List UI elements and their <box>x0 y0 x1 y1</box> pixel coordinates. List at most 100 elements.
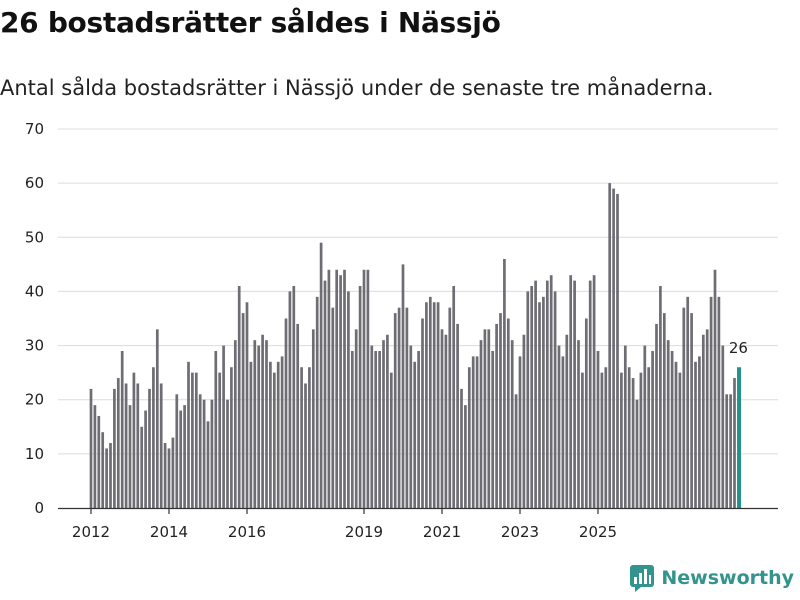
bar <box>327 269 331 508</box>
bar <box>140 426 144 508</box>
bar <box>600 372 604 508</box>
bar <box>350 350 354 508</box>
bar <box>233 340 237 508</box>
bar <box>686 296 690 508</box>
bar <box>374 350 378 508</box>
bar <box>635 399 639 508</box>
bar <box>670 350 674 508</box>
bar <box>253 340 257 508</box>
bar <box>456 323 459 508</box>
bar <box>191 372 194 508</box>
bar <box>655 323 658 508</box>
bar <box>257 345 261 508</box>
bar <box>261 334 264 508</box>
bar <box>272 372 276 508</box>
bar <box>417 350 420 508</box>
bar <box>308 367 311 508</box>
bar <box>616 193 619 508</box>
bar <box>378 350 381 508</box>
bar <box>136 383 140 508</box>
bar <box>436 302 440 508</box>
bar <box>506 318 510 508</box>
bar <box>483 329 487 508</box>
y-tick-label: 0 <box>34 499 44 517</box>
bar <box>499 313 502 508</box>
bar <box>561 356 565 508</box>
bar <box>276 361 280 508</box>
bar <box>214 350 218 508</box>
bar <box>545 280 549 508</box>
bar <box>269 361 272 508</box>
chart-title: 26 bostadsrätter såldes i Nässjö <box>0 6 501 39</box>
bar <box>682 307 686 508</box>
bar <box>315 296 319 508</box>
bar <box>354 329 358 508</box>
bar <box>319 242 323 508</box>
bar <box>132 372 136 508</box>
bar <box>202 399 206 508</box>
bar <box>366 269 370 508</box>
bar <box>218 372 222 508</box>
bar <box>608 183 612 508</box>
bar <box>304 383 307 508</box>
bar <box>284 318 288 508</box>
bar <box>128 405 132 508</box>
bar <box>581 372 584 508</box>
bar <box>198 394 202 508</box>
bar <box>187 361 190 508</box>
bar <box>175 394 179 508</box>
bar <box>444 334 448 508</box>
bar <box>666 340 670 508</box>
bar <box>249 361 253 508</box>
bar <box>159 383 163 508</box>
bar <box>413 361 417 508</box>
bar <box>194 372 198 508</box>
bar <box>370 345 374 508</box>
bar <box>93 405 97 508</box>
bar <box>300 367 303 508</box>
bar <box>230 367 233 508</box>
bar <box>155 329 159 508</box>
bar <box>206 421 210 508</box>
bar <box>549 275 553 508</box>
bar <box>701 334 705 508</box>
y-tick-label: 60 <box>25 174 44 192</box>
bar <box>526 291 530 508</box>
y-tick-label: 40 <box>25 282 44 300</box>
bar <box>393 313 397 508</box>
brand-name: Newsworthy <box>661 567 794 589</box>
bar <box>109 443 112 508</box>
bar <box>421 318 424 508</box>
bar <box>487 329 491 508</box>
bar <box>538 302 541 508</box>
bar <box>405 307 409 508</box>
bar <box>183 405 186 508</box>
bar <box>464 405 467 508</box>
bar <box>639 372 643 508</box>
bar <box>530 286 534 508</box>
bar <box>475 356 479 508</box>
y-tick-label: 50 <box>25 228 44 246</box>
bar <box>452 286 456 508</box>
bar <box>584 318 588 508</box>
bar <box>120 350 124 508</box>
bar <box>409 345 413 508</box>
annotations: 26 <box>729 339 748 357</box>
x-axis: 2012 2014 2016 2019 2021 2023 2025 <box>58 507 778 541</box>
bar <box>311 329 315 508</box>
bar <box>179 410 183 508</box>
bar <box>241 313 245 508</box>
bar <box>343 269 346 508</box>
bar <box>428 296 432 508</box>
bar <box>425 302 428 508</box>
bar <box>510 340 514 508</box>
brand-logo[interactable]: Newsworthy <box>629 564 794 592</box>
bar <box>401 264 405 508</box>
bar <box>713 269 717 508</box>
x-tick-label: 2025 <box>579 523 617 541</box>
bar <box>471 356 475 508</box>
bar <box>362 269 366 508</box>
y-tick-label: 20 <box>25 391 44 409</box>
bar <box>627 367 631 508</box>
